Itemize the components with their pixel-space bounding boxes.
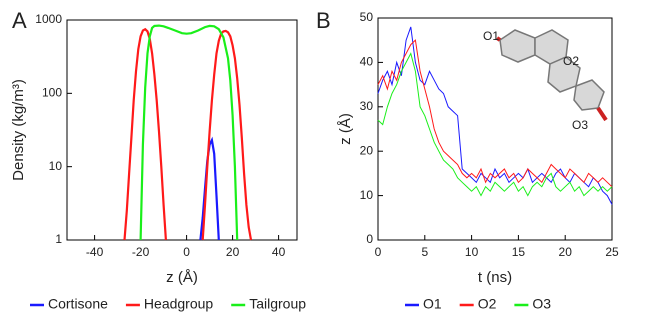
panel-label: A	[12, 8, 27, 33]
x-tick-label: -20	[132, 245, 150, 259]
x-axis-label: t (ns)	[478, 269, 512, 286]
x-tick-label: -40	[86, 245, 104, 259]
legend-label: O1	[423, 296, 442, 312]
molecule-bond	[598, 108, 606, 120]
y-tick-label: 0	[366, 232, 373, 246]
legend-label: O2	[478, 296, 497, 312]
y-tick-label: 1	[55, 232, 62, 246]
molecule-ring	[500, 30, 535, 62]
annotation: O2	[563, 54, 579, 68]
x-tick-label: 20	[226, 245, 240, 259]
legend-label: O3	[532, 296, 551, 312]
x-tick-label: 15	[512, 245, 526, 259]
y-tick-label: 20	[360, 143, 374, 157]
annotation: O1	[483, 29, 499, 43]
y-tick-label: 40	[360, 55, 374, 69]
x-tick-label: 0	[375, 245, 382, 259]
x-tick-label: 0	[183, 245, 190, 259]
series-line	[141, 26, 238, 240]
y-tick-label: 10	[49, 159, 63, 173]
y-axis-label: z (Å)	[337, 113, 354, 145]
x-tick-label: 40	[272, 245, 286, 259]
y-tick-label: 10	[360, 188, 374, 202]
legend-label: Tailgroup	[249, 296, 306, 312]
y-tick-label: 50	[360, 10, 374, 24]
legend-label: Headgroup	[144, 296, 213, 312]
y-axis-label: Density (kg/m³)	[10, 79, 27, 181]
x-tick-label: 5	[421, 245, 428, 259]
legend-label: Cortisone	[48, 296, 108, 312]
x-tick-label: 25	[605, 245, 619, 259]
y-tick-label: 1000	[35, 12, 62, 26]
y-tick-label: 30	[360, 99, 374, 113]
panel-label: B	[316, 8, 331, 33]
molecule	[497, 30, 606, 120]
molecule-ring	[574, 80, 604, 110]
x-tick-label: 10	[465, 245, 479, 259]
y-tick-label: 100	[42, 86, 62, 100]
plot-frame	[67, 20, 297, 240]
figure: A1101001000-40-2002040z (Å)Density (kg/m…	[0, 0, 650, 325]
x-tick-label: 20	[559, 245, 573, 259]
x-axis-label: z (Å)	[166, 269, 198, 286]
annotation: O3	[572, 118, 588, 132]
